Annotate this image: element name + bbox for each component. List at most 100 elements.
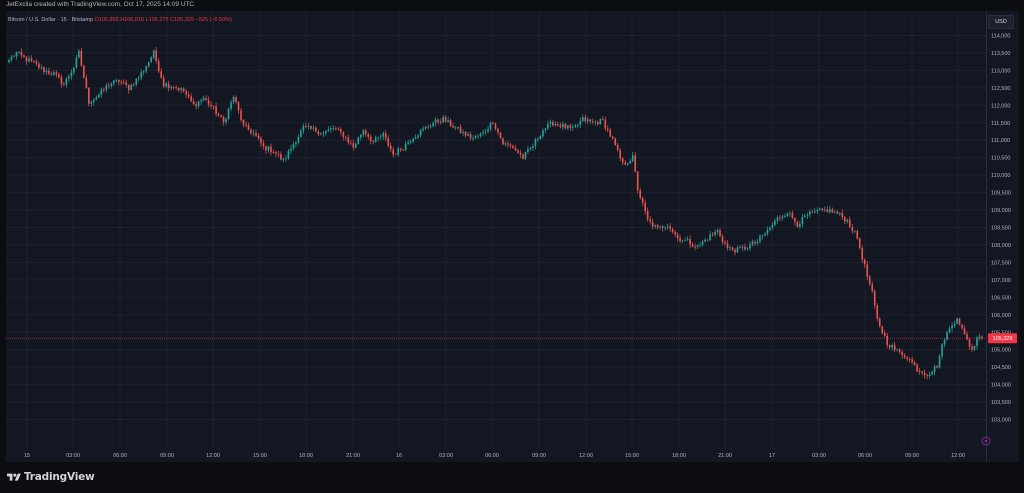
candle [382, 131, 385, 141]
candle [195, 101, 197, 110]
candle-body [100, 89, 103, 95]
candle [397, 146, 400, 157]
candle-body [177, 87, 180, 91]
candle-body [28, 58, 30, 62]
candle-body [332, 128, 335, 129]
candle [182, 87, 185, 93]
candle [831, 207, 834, 214]
candle [756, 238, 759, 246]
candle-body [207, 100, 210, 105]
candle [853, 230, 856, 234]
candle [806, 212, 809, 220]
chart-legend: Bitcoin / U.S. Dollar · 15 · Bitstamp O1… [8, 17, 232, 23]
candle-body [132, 84, 135, 86]
candle [272, 149, 275, 154]
candle [804, 213, 806, 218]
candle [838, 212, 841, 216]
candle [220, 114, 222, 119]
candle [868, 274, 871, 286]
candle [871, 281, 874, 294]
candle-body [671, 228, 674, 232]
candle [497, 127, 499, 136]
candle [340, 127, 342, 136]
candle-body [858, 238, 861, 248]
currency-label[interactable]: USD [988, 15, 1014, 29]
candle-body [691, 244, 694, 247]
candle-body [736, 247, 739, 253]
candle-body [868, 276, 871, 285]
candle-body [888, 345, 891, 348]
candle-body [70, 72, 73, 77]
candle [614, 137, 617, 146]
candle-body [247, 125, 250, 130]
candle [861, 245, 864, 264]
candle [881, 325, 884, 335]
candle [714, 229, 716, 238]
candle [145, 65, 148, 74]
candle [606, 125, 609, 133]
candle-body [704, 239, 706, 242]
candle-body [739, 247, 741, 249]
chart-plot-area[interactable]: 15 03:00 06:00 09:00 12:00 15:00 18:00 21:00 16 0… [6, 11, 986, 462]
candle-body [654, 225, 656, 227]
candle [297, 134, 300, 145]
candle [681, 239, 684, 244]
candle [644, 199, 647, 215]
candle-body [315, 127, 317, 132]
candle [507, 140, 509, 148]
candle-body [48, 70, 50, 74]
candle-body [424, 126, 427, 129]
candle [10, 54, 13, 62]
candle [472, 135, 474, 142]
candle [212, 105, 215, 110]
candle-body [544, 128, 547, 131]
candle [771, 221, 774, 231]
candle [701, 239, 704, 247]
candle-body [756, 241, 759, 244]
candle [968, 337, 971, 351]
candle [499, 131, 502, 139]
candle [729, 245, 731, 251]
candle [913, 360, 916, 367]
candle-body [369, 136, 372, 142]
candle [98, 92, 100, 99]
candle-body [317, 131, 320, 135]
candle [429, 124, 432, 129]
candle [554, 121, 557, 127]
candle [187, 91, 190, 99]
candle [848, 216, 851, 229]
price-axis[interactable]: 103,000103,500104,000104,500105,000105,5… [986, 11, 1019, 462]
candle-body [861, 247, 864, 260]
candle-body [674, 231, 676, 235]
candle [53, 70, 55, 77]
candle-body [961, 324, 963, 329]
candle-body [399, 148, 402, 150]
candle-body [819, 208, 821, 210]
candle [352, 139, 355, 151]
candle-body [509, 144, 512, 146]
candlestick-chart[interactable]: 15 03:00 06:00 09:00 12:00 15:00 18:00 21:00 16 0… [6, 11, 986, 462]
candle-body [287, 150, 290, 159]
candle [779, 215, 781, 222]
candle [122, 79, 125, 85]
candle [417, 134, 419, 140]
candle [359, 133, 362, 141]
candle [45, 67, 48, 75]
candle-body [125, 82, 128, 85]
candle-body [838, 213, 841, 214]
y-tick-label: 103,500 [991, 400, 1011, 406]
candle-body [33, 60, 35, 62]
candle-body [512, 145, 514, 149]
y-tick-label: 107,000 [991, 278, 1011, 284]
target-icon[interactable] [981, 436, 991, 446]
y-tick-label: 108,500 [991, 226, 1011, 232]
candle-body [115, 79, 118, 81]
candle-body [487, 129, 489, 132]
candle-body [422, 128, 424, 130]
candle [132, 83, 135, 87]
candle [469, 131, 472, 141]
candle [649, 216, 651, 225]
candle [23, 54, 25, 58]
candle [35, 59, 38, 66]
candle [442, 114, 444, 124]
